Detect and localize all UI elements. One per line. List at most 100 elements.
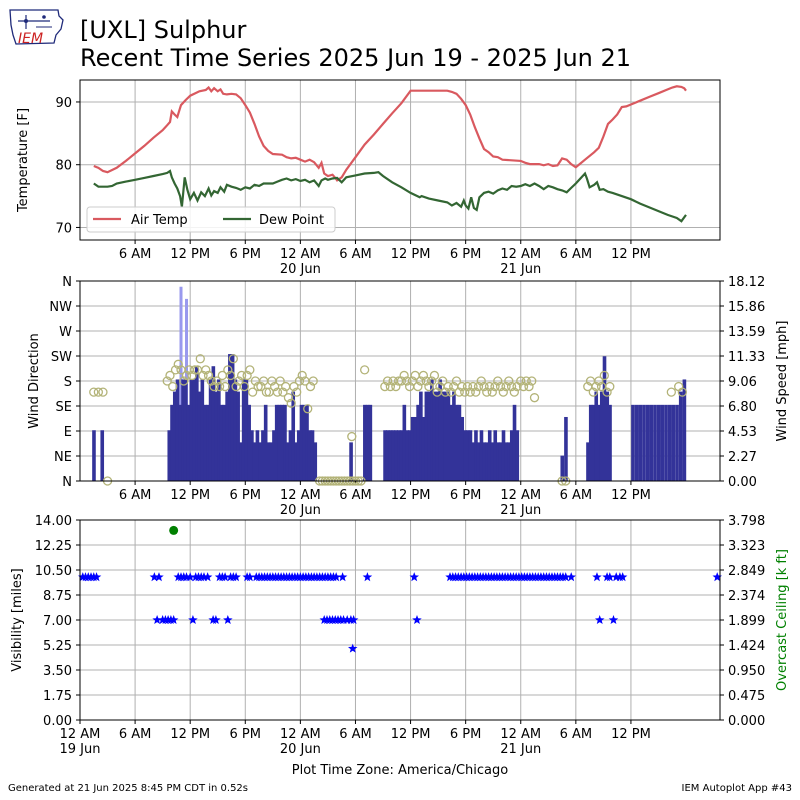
y-tick-label: W xyxy=(59,325,72,340)
x-tick-label: 6 AM xyxy=(119,727,152,742)
y2-tick-label: 11.33 xyxy=(728,350,765,365)
wind-direction-marker xyxy=(506,381,517,392)
wind-direction-marker xyxy=(261,387,272,397)
wind-speed-bar xyxy=(424,391,429,481)
wind-direction-marker xyxy=(438,376,448,386)
wind-speed-bar xyxy=(638,404,643,481)
x-tick-label: 6 AM xyxy=(560,727,593,742)
wind-speed-bar xyxy=(482,442,487,481)
wind-direction-marker xyxy=(479,381,489,392)
wind-direction-marker xyxy=(518,381,529,392)
wind-speed-bar xyxy=(438,379,442,481)
wind-direction-marker xyxy=(468,381,478,392)
visibility-marker xyxy=(348,615,359,624)
wind-speed-bar xyxy=(349,442,353,481)
visibility-marker xyxy=(348,643,358,653)
wind-direction-marker xyxy=(239,381,250,392)
y-tick-label: NW xyxy=(49,300,72,315)
wind-speed-bar xyxy=(498,442,503,481)
wind-direction-marker xyxy=(591,381,601,392)
wind-speed-bar xyxy=(285,442,290,481)
wind-direction-marker xyxy=(454,387,464,397)
wind-speed-bar xyxy=(170,404,174,481)
y-tick-label: 14.00 xyxy=(35,514,72,529)
legend-box xyxy=(86,206,336,233)
wind-speed-bar xyxy=(186,404,191,481)
x-tick-label: 12 PM xyxy=(170,727,210,742)
x-tick-label: 6 PM xyxy=(450,488,481,503)
wind-speed-bar xyxy=(175,379,180,481)
wind-direction-marker xyxy=(289,381,299,392)
y2-tick-label: 2.849 xyxy=(728,564,765,579)
x-tick-label: 6 AM xyxy=(560,488,593,503)
wind-speed-bar xyxy=(430,379,434,481)
visibility-marker xyxy=(188,615,198,624)
wind-direction-marker xyxy=(294,376,305,386)
x-tick-label: 6 PM xyxy=(230,488,261,503)
wind-direction-marker xyxy=(462,381,473,392)
x-tick-date: 20 Jun xyxy=(280,503,321,518)
wind-speed-bar xyxy=(413,416,418,481)
wind-direction-marker xyxy=(173,359,183,369)
y-tick-label: 0.00 xyxy=(43,714,72,729)
y2-axis-label: Overcast Ceiling [k ft] xyxy=(775,549,790,691)
wind-direction-marker xyxy=(396,376,407,386)
wind-speed-bar xyxy=(501,430,506,481)
wind-direction-marker xyxy=(588,387,598,397)
wind-speed-bar xyxy=(167,430,172,481)
wind-speed-bar xyxy=(682,379,687,481)
wind-speed-bar xyxy=(214,391,218,481)
wind-speed-bar xyxy=(255,430,260,481)
wind-direction-marker xyxy=(228,354,238,364)
wind-direction-marker xyxy=(89,387,99,397)
wind-speed-bar xyxy=(402,404,407,481)
wind-speed-bar xyxy=(509,430,514,481)
wind-speed-bar xyxy=(410,416,415,481)
wind-speed-bar xyxy=(653,404,657,481)
wind-direction-marker xyxy=(206,376,216,386)
wind-speed-bar xyxy=(92,430,96,481)
y-axis-label: Temperature [F] xyxy=(16,108,31,213)
wind-direction-marker xyxy=(275,376,285,386)
wind-direction-marker xyxy=(308,376,318,386)
x-tick-label: 12 PM xyxy=(611,488,651,503)
wind-speed-bar xyxy=(252,442,257,481)
wind-direction-marker xyxy=(460,387,470,397)
y-tick-label: 10.50 xyxy=(35,564,72,579)
wind-direction-marker xyxy=(253,381,263,392)
wind-speed-bar xyxy=(485,442,489,481)
wind-direction-marker xyxy=(303,404,313,414)
wind-speed-bar xyxy=(463,430,467,481)
visibility-marker xyxy=(595,615,605,624)
wind-speed-bar xyxy=(266,442,271,481)
visibility-marker xyxy=(617,572,628,582)
wind-direction-marker xyxy=(504,376,514,386)
wind-speed-bar xyxy=(294,442,298,481)
wind-speed-bar xyxy=(564,416,568,481)
wind-speed-bar xyxy=(476,442,481,481)
wind-speed-bar xyxy=(645,404,650,481)
wind-speed-bar xyxy=(454,404,459,481)
wind-speed-bar xyxy=(631,404,635,481)
wind-speed-bar xyxy=(365,404,370,481)
generated-note: Generated at 21 Jun 2025 8:45 PM CDT in … xyxy=(8,783,249,794)
wind-direction-marker xyxy=(278,387,288,397)
x-tick-label: 12 PM xyxy=(391,247,431,262)
wind-speed-bar xyxy=(588,404,593,481)
wind-direction-marker xyxy=(270,381,280,392)
x-tick-date: 21 Jun xyxy=(500,742,541,757)
visibility-marker xyxy=(220,572,230,582)
wind-speed-bar xyxy=(493,430,498,481)
wind-speed-bar xyxy=(383,430,387,481)
wind-speed-bar xyxy=(421,416,426,481)
wind-speed-bar xyxy=(487,430,492,481)
wind-speed-bar xyxy=(283,404,287,481)
y-tick-label: N xyxy=(62,275,72,290)
y-tick-label: 8.75 xyxy=(43,589,72,604)
visibility-marker xyxy=(362,572,373,582)
x-tick-date: 20 Jun xyxy=(280,262,321,277)
x-tick-label: 12 PM xyxy=(170,488,210,503)
x-tick-label: 12 AM xyxy=(500,727,541,742)
wind-speed-bar xyxy=(591,404,596,481)
